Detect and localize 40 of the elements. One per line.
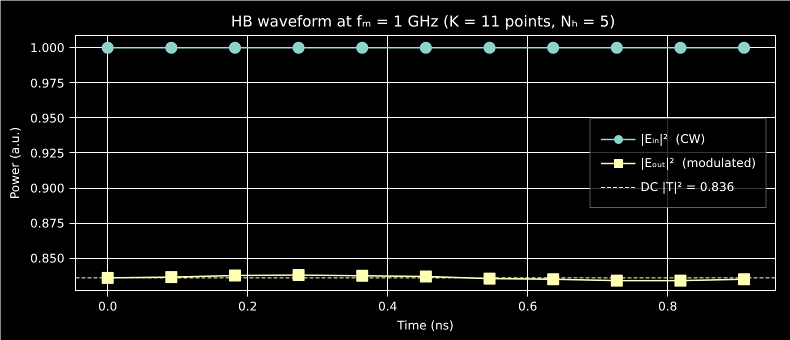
x-tick-label: 0.6	[518, 300, 538, 314]
point	[420, 42, 432, 54]
chart-title: HB waveform at fₘ = 1 GHz (K = 11 points, Nₕ = 5)	[231, 12, 616, 30]
point	[102, 272, 114, 284]
point	[484, 272, 496, 285]
point	[674, 42, 686, 54]
x-tick-label: 0.8	[658, 300, 678, 314]
y-tick-label: 0.950	[30, 111, 65, 126]
point	[610, 42, 623, 54]
point	[228, 42, 241, 54]
y-tick-label: 1.000	[30, 41, 65, 56]
y-axis-title: Power (a.u.)	[8, 126, 22, 200]
point	[674, 274, 686, 287]
point	[165, 42, 178, 54]
point	[484, 42, 496, 54]
y-tick-label: 0.975	[30, 76, 65, 90]
point	[420, 270, 432, 282]
y-tick-label: 0.925	[30, 146, 65, 160]
x-axis-title: Time (ns)	[396, 318, 454, 332]
point	[102, 42, 114, 54]
x-tick-label: 0.4	[378, 300, 398, 314]
y-tick-label: 0.875	[30, 216, 65, 231]
x-tick-label: 0.0	[98, 300, 118, 314]
legend-label: |Eᵢₙ|² (CW)	[640, 132, 706, 146]
y-tick-label: 0.850	[30, 252, 65, 266]
point	[738, 273, 750, 286]
point	[547, 42, 560, 54]
x-tick-label: 0.2	[238, 300, 258, 314]
point	[738, 42, 750, 54]
point	[165, 271, 178, 284]
point	[292, 42, 305, 54]
point	[610, 274, 623, 287]
y-tick-label: 0.900	[30, 182, 65, 196]
point	[356, 42, 368, 54]
legend-label: DC |T|² = 0.836	[640, 180, 734, 194]
point	[228, 269, 241, 282]
point	[547, 273, 560, 286]
legend-label: |Eₒᵤₜ|² (modulated)	[640, 156, 756, 170]
point	[292, 269, 305, 282]
point	[356, 270, 368, 282]
